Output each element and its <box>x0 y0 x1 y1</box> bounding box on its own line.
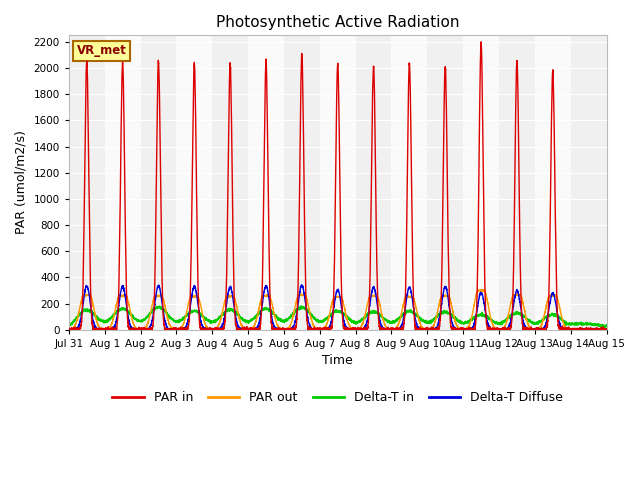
Bar <box>141 36 177 330</box>
Bar <box>356 36 392 330</box>
Bar <box>177 36 212 330</box>
Title: Photosynthetic Active Radiation: Photosynthetic Active Radiation <box>216 15 460 30</box>
Delta-T in <box>429 318 436 324</box>
Text: VR_met: VR_met <box>77 45 127 58</box>
Y-axis label: PAR (umol/m2/s): PAR (umol/m2/s) <box>15 131 28 234</box>
Delta-T in <box>458 320 466 325</box>
PAR out <box>65 327 73 333</box>
Delta-T Diffuse <box>458 326 466 332</box>
PAR out <box>603 327 611 333</box>
PAR in <box>317 326 325 332</box>
Delta-T Diffuse <box>602 326 610 332</box>
PAR in <box>162 326 170 332</box>
Delta-T in <box>297 303 305 309</box>
PAR in <box>602 327 610 333</box>
Delta-T Diffuse <box>317 327 325 333</box>
Delta-T in <box>603 323 611 329</box>
PAR out <box>162 305 170 311</box>
Bar <box>571 36 607 330</box>
PAR out <box>602 327 610 333</box>
PAR out <box>317 326 325 332</box>
Bar <box>105 36 141 330</box>
Line: PAR in: PAR in <box>69 42 607 330</box>
Delta-T Diffuse <box>603 326 611 332</box>
Line: PAR out: PAR out <box>69 289 607 330</box>
PAR in <box>429 326 436 332</box>
Delta-T in <box>602 324 610 329</box>
Bar <box>463 36 499 330</box>
PAR out <box>489 321 497 327</box>
PAR out <box>428 325 436 331</box>
PAR in <box>489 326 497 332</box>
Delta-T Diffuse <box>429 327 436 333</box>
PAR in <box>65 327 73 333</box>
Line: Delta-T Diffuse: Delta-T Diffuse <box>69 285 607 330</box>
Delta-T Diffuse <box>489 327 497 333</box>
Line: Delta-T in: Delta-T in <box>69 306 607 327</box>
Delta-T Diffuse <box>298 282 305 288</box>
PAR in <box>458 325 466 331</box>
Delta-T in <box>162 310 170 315</box>
PAR in <box>65 325 73 331</box>
Bar <box>428 36 463 330</box>
Delta-T in <box>599 324 607 330</box>
PAR out <box>458 327 466 333</box>
Legend: PAR in, PAR out, Delta-T in, Delta-T Diffuse: PAR in, PAR out, Delta-T in, Delta-T Dif… <box>108 386 568 409</box>
Bar <box>499 36 535 330</box>
Bar <box>535 36 571 330</box>
Delta-T Diffuse <box>162 321 170 327</box>
Bar <box>69 36 105 330</box>
PAR out <box>478 287 486 292</box>
Delta-T in <box>317 319 325 325</box>
Delta-T in <box>65 323 73 329</box>
Bar <box>320 36 356 330</box>
X-axis label: Time: Time <box>323 354 353 367</box>
Bar <box>284 36 320 330</box>
PAR in <box>603 326 611 332</box>
PAR in <box>477 39 485 45</box>
Bar <box>248 36 284 330</box>
Bar <box>392 36 428 330</box>
Bar <box>212 36 248 330</box>
Delta-T in <box>489 318 497 324</box>
Delta-T Diffuse <box>65 327 73 333</box>
